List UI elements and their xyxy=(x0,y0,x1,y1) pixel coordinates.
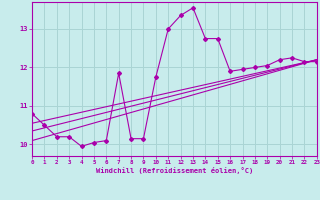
X-axis label: Windchill (Refroidissement éolien,°C): Windchill (Refroidissement éolien,°C) xyxy=(96,167,253,174)
